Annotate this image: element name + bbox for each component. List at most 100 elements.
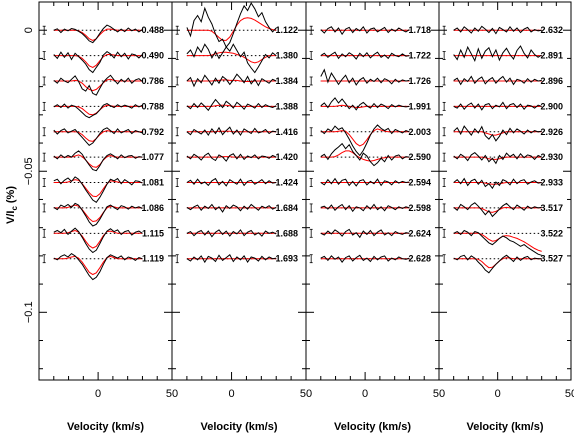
phase-label: 3.522 <box>540 228 563 238</box>
observed-line <box>186 203 277 213</box>
observed-line <box>53 252 143 281</box>
phase-label: 0.792 <box>141 127 164 137</box>
model-line <box>53 179 143 198</box>
phase-label: 1.384 <box>275 76 298 86</box>
phase-label: 1.119 <box>142 254 164 264</box>
observed-line <box>453 25 542 35</box>
observed-line <box>53 150 143 172</box>
observed-line <box>186 229 277 238</box>
observed-line <box>453 229 542 256</box>
panel-frames <box>38 1 572 381</box>
model-line <box>186 17 277 41</box>
observed-line <box>453 202 542 218</box>
observed-line <box>320 203 410 213</box>
x-tick-label: 50 <box>433 388 445 400</box>
x-axis-label: Velocity (km/s) <box>67 421 144 433</box>
model-line <box>53 204 143 223</box>
observed-line <box>453 254 542 274</box>
model-line <box>186 51 277 64</box>
x-axis-label: Velocity (km/s) <box>466 421 543 433</box>
observed-line <box>53 50 143 74</box>
observed-line <box>53 127 143 146</box>
phase-label: 2.926 <box>540 127 563 137</box>
model-line <box>53 54 143 68</box>
observed-line <box>186 254 277 264</box>
model-line <box>186 156 277 158</box>
observed-line <box>53 103 143 119</box>
model-line <box>320 128 410 147</box>
phase-label: 1.726 <box>408 76 431 86</box>
phase-label: 2.003 <box>408 127 431 137</box>
phase-label: 1.081 <box>141 178 164 188</box>
model-line <box>53 255 143 276</box>
observed-line <box>320 124 410 157</box>
phase-label: 0.786 <box>141 76 164 86</box>
phase-label: 1.722 <box>408 51 431 61</box>
observed-line <box>53 176 143 203</box>
observed-line <box>320 177 410 187</box>
observed-line <box>186 126 277 137</box>
phase-label: 2.933 <box>540 178 563 188</box>
observed-profiles <box>53 2 542 281</box>
phase-label: 2.891 <box>540 51 563 61</box>
model-line <box>453 131 542 136</box>
y-tick-label: −0.05 <box>23 157 35 185</box>
phase-label: 1.380 <box>275 51 298 61</box>
x-axis-label: Velocity (km/s) <box>334 421 411 433</box>
phase-label: 1.718 <box>408 25 431 35</box>
phase-label: 0.788 <box>141 101 164 111</box>
model-line <box>53 229 143 249</box>
phase-label: 2.930 <box>540 152 563 162</box>
phase-label: 2.900 <box>540 101 563 111</box>
phase-label: 2.624 <box>408 228 431 238</box>
observed-line <box>186 177 277 187</box>
model-line <box>53 78 143 92</box>
phase-label: 2.896 <box>540 76 563 86</box>
phase-label: 1.688 <box>275 228 298 238</box>
observed-line <box>320 68 410 86</box>
y-tick-label: −0.1 <box>23 301 35 323</box>
phase-label: 2.594 <box>408 178 431 188</box>
model-line <box>53 154 143 168</box>
y-axis-label: V/Ic(%) <box>5 186 19 224</box>
phase-label: 1.684 <box>275 203 298 213</box>
model-line <box>453 232 542 252</box>
x-tick-label: 50 <box>565 388 574 400</box>
observed-line <box>53 24 143 44</box>
x-tick-label: 0 <box>362 388 368 400</box>
observed-line <box>186 152 277 162</box>
observed-line <box>453 177 542 190</box>
x-tick-label: 50 <box>300 388 312 400</box>
y-tick-label: 0 <box>23 27 35 33</box>
observed-line <box>53 227 143 254</box>
phase-label: 1.086 <box>141 203 164 213</box>
phase-label: 3.527 <box>540 254 563 264</box>
zero-lines <box>53 29 542 260</box>
observed-line <box>320 228 410 239</box>
axis-ticks: 0 50 Velocity (km/s) 0 50 Velocity (km/s) 0 50 V… <box>23 2 574 433</box>
phase-label: 2.590 <box>408 152 431 162</box>
phase-label: 1.424 <box>275 178 298 188</box>
phase-labels: 0.488 0.490 0.786 0.788 0.792 1.077 1.081 1.086… <box>141 25 563 263</box>
phase-label: 2.598 <box>408 203 431 213</box>
x-tick-label: 50 <box>166 388 178 400</box>
observed-line <box>453 101 542 111</box>
observed-line <box>453 45 542 63</box>
phase-label: 1.991 <box>408 101 431 111</box>
observed-line <box>320 25 410 36</box>
phase-label: 1.122 <box>275 25 298 35</box>
phase-label: 2.628 <box>408 254 431 264</box>
x-tick-label: 0 <box>95 388 101 400</box>
phase-label: 3.517 <box>540 203 563 213</box>
observed-line <box>186 98 277 112</box>
observed-line <box>320 142 410 167</box>
observed-line <box>186 73 277 88</box>
error-bars <box>42 25 446 264</box>
observed-line <box>453 75 542 86</box>
observed-line <box>320 254 410 263</box>
observed-line <box>320 51 410 60</box>
x-axis-label: Velocity (km/s) <box>200 421 277 433</box>
observed-line <box>186 43 277 74</box>
